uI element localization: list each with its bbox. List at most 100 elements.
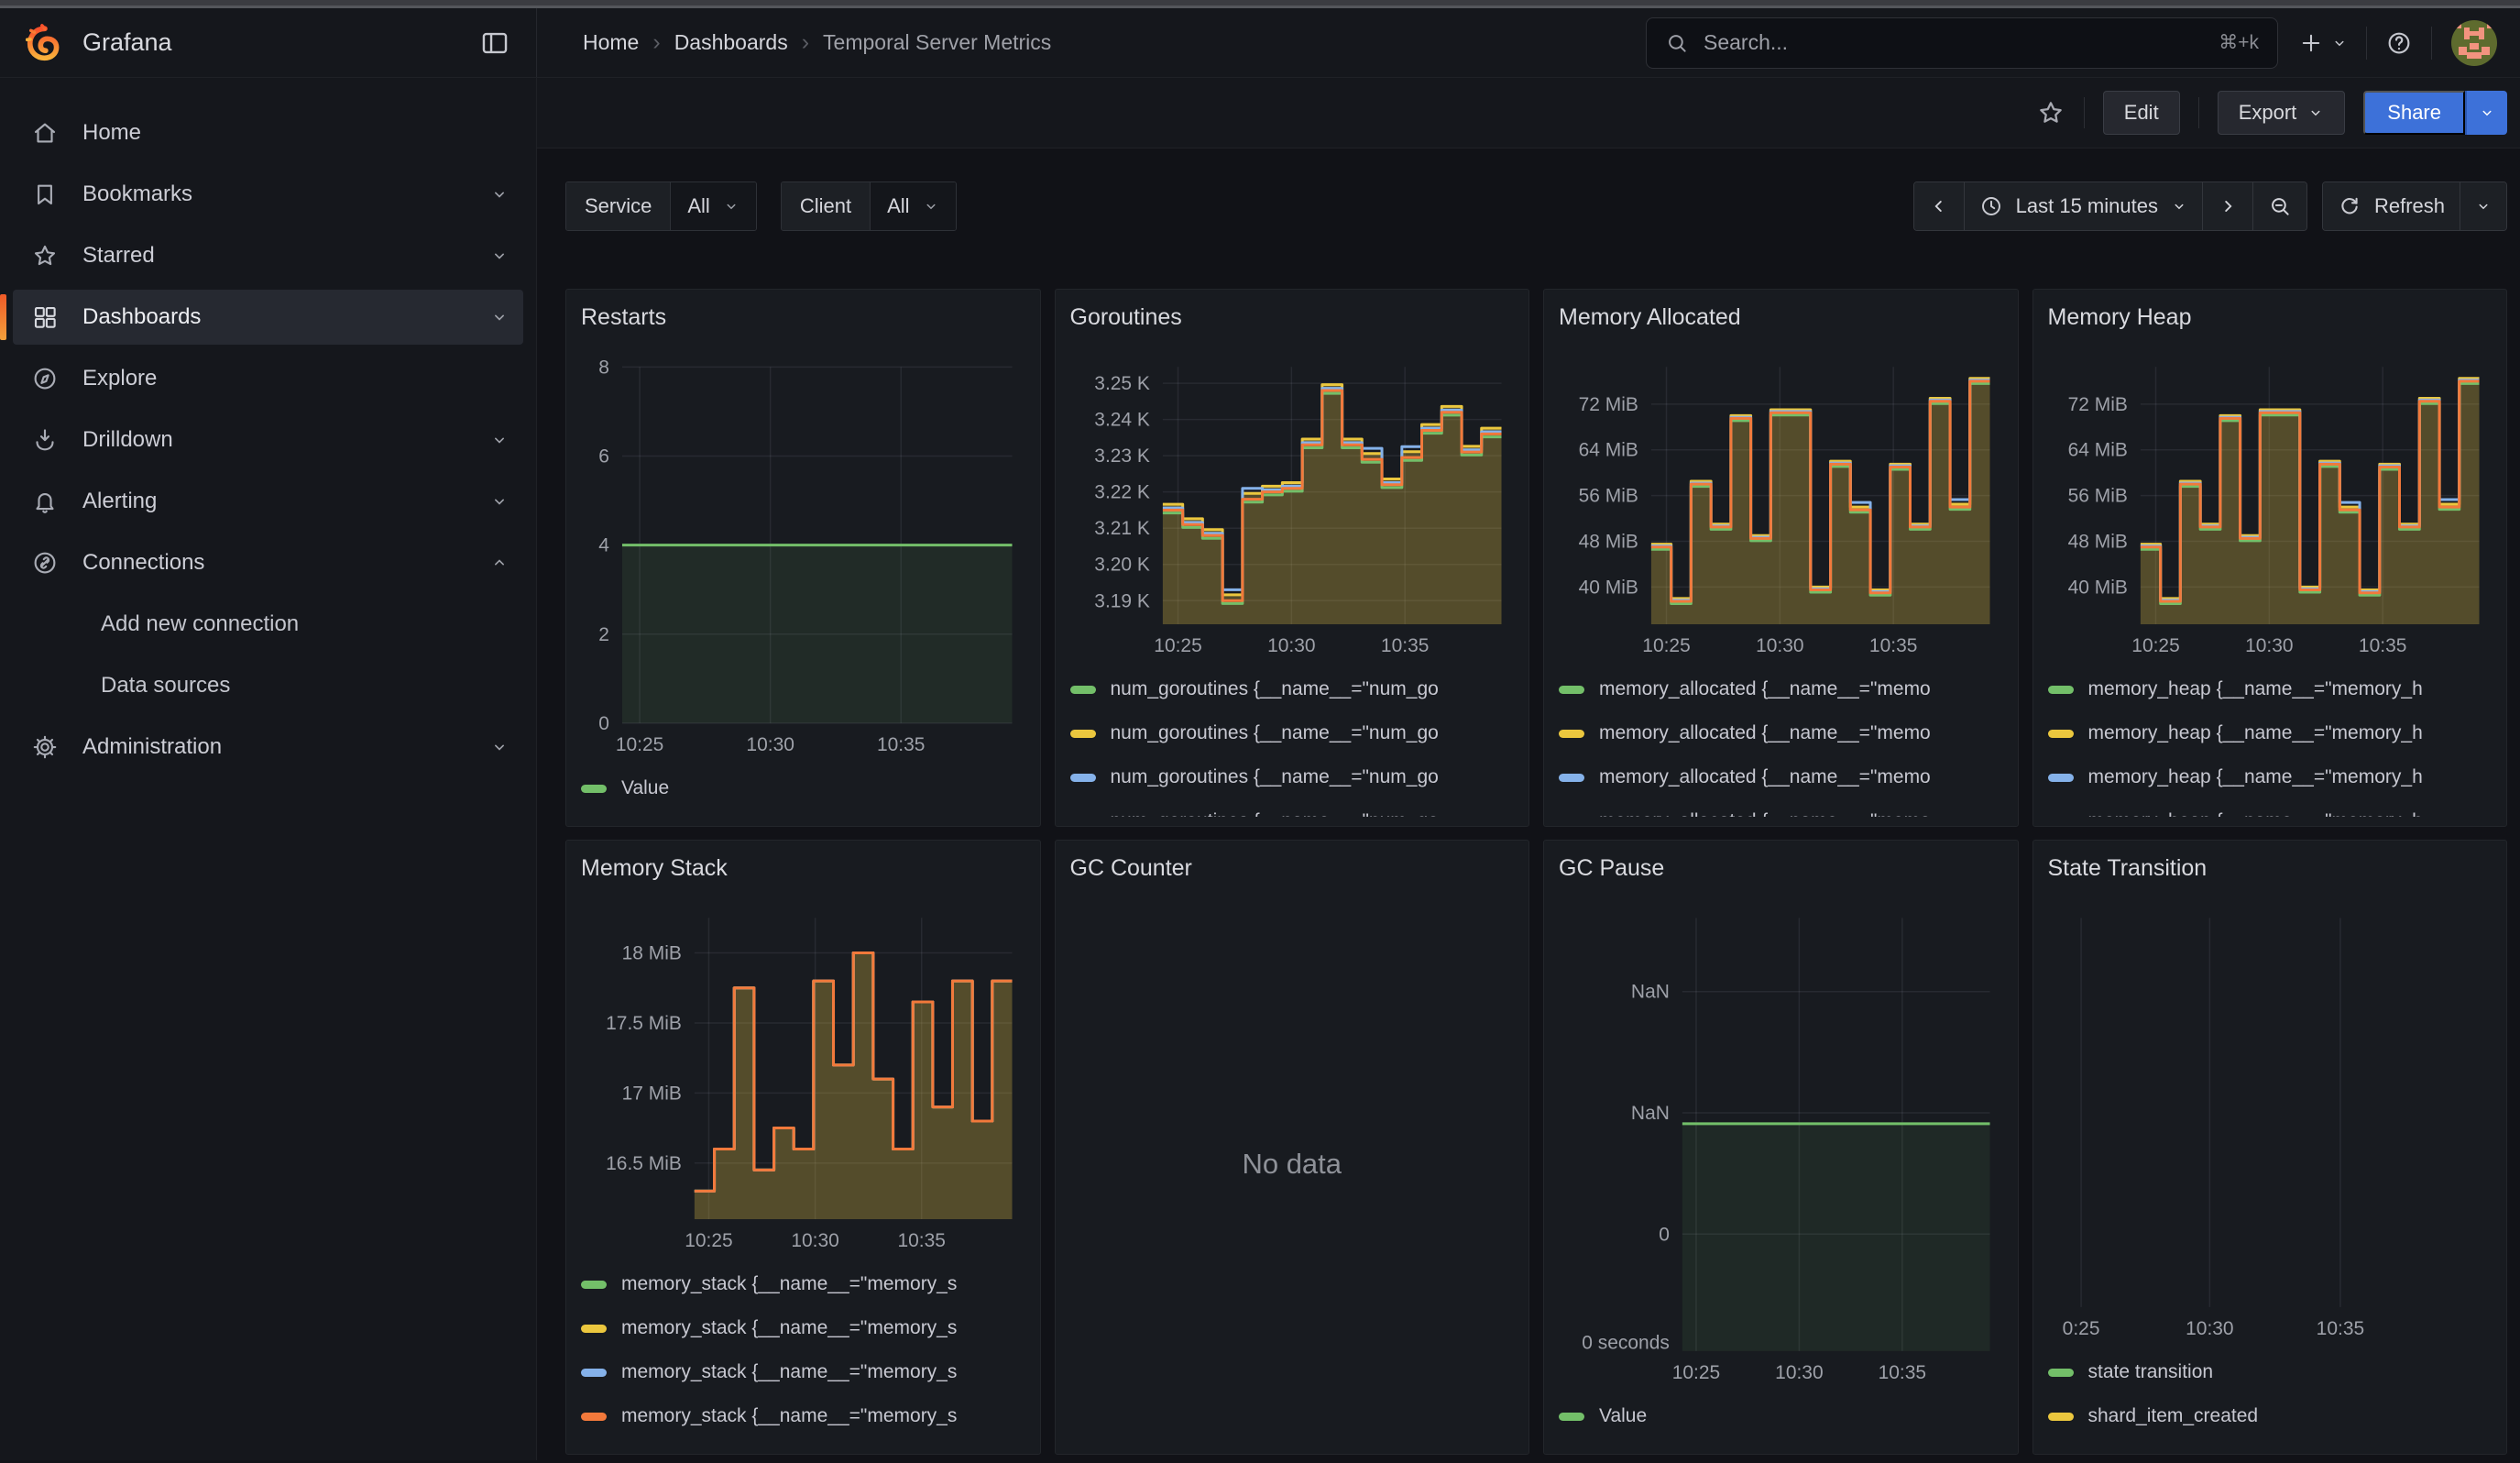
chevron-down-icon[interactable]: [490, 247, 509, 265]
link-icon: [31, 549, 59, 577]
sidebar: Home Bookmarks Starred Dashboards Explore Dri…: [0, 78, 537, 1460]
panel-legend: Value: [1559, 1388, 2003, 1445]
panel-chart[interactable]: 10:25 10:30 10:35 NaN NaN 0 0 seconds: [1559, 885, 2003, 1388]
legend-item: memory_heap {__name__="memory_h: [2047, 674, 2493, 705]
legend-item: num_goroutines {__name__="num_go: [1070, 806, 1515, 817]
series-label[interactable]: memory_allocated {__name__="memo: [1599, 810, 1931, 817]
chevron-down-icon[interactable]: [490, 738, 509, 756]
svg-text:48 MiB: 48 MiB: [2067, 531, 2127, 552]
panel-memory-allocated: Memory Allocated 10:25 10:30 10:35 72 MiB 64 …: [1543, 289, 2019, 827]
chevron-up-icon[interactable]: [490, 554, 509, 572]
sidebar-item-add-new-connection[interactable]: Add new connection: [13, 597, 523, 652]
sidebar-item-label: Home: [82, 120, 142, 145]
zoom-out-button[interactable]: [2252, 182, 2306, 230]
service-filter: Service All: [565, 182, 757, 231]
panel-chart[interactable]: 10:25 10:30 10:35 18 MiB 17.5 MiB 17 MiB 16.5 …: [581, 885, 1025, 1256]
series-label[interactable]: num_goroutines {__name__="num_go: [1110, 678, 1439, 699]
panel-chart[interactable]: 10:25 10:30 10:35 72 MiB 64 MiB 56 MiB 48 MiB 4…: [1559, 334, 2003, 661]
panel-title[interactable]: Memory Heap: [2047, 304, 2192, 330]
svg-text:40 MiB: 40 MiB: [2067, 577, 2127, 598]
series-label[interactable]: memory_stack {__name__="memory_s: [621, 1405, 958, 1426]
service-filter-selected: All: [687, 194, 710, 217]
panel-title[interactable]: Goroutines: [1069, 304, 1182, 330]
panel-chart[interactable]: 10:25 10:30 10:35 3.25 K 3.24 K 3.23 K 3.22 K 3…: [1070, 334, 1515, 661]
sidebar-item-bookmarks[interactable]: Bookmarks: [13, 167, 523, 222]
sidebar-item-label: Starred: [82, 243, 155, 268]
sidebar-item-connections[interactable]: Connections: [13, 535, 523, 590]
legend-item: memory_allocated {__name__="memo: [1559, 762, 2003, 793]
client-filter-value[interactable]: All: [871, 182, 956, 230]
new-button[interactable]: [2298, 30, 2348, 56]
panel-legend: num_goroutines {__name__="num_go num_goro…: [1069, 661, 1515, 817]
series-label[interactable]: memory_heap {__name__="memory_h: [2087, 722, 2423, 743]
sidebar-item-label: Alerting: [82, 489, 158, 513]
edit-button[interactable]: Edit: [2102, 91, 2180, 135]
chart-svg: 10:25 10:30 10:35 72 MiB 64 MiB 56 MiB 48 MiB 4…: [1579, 367, 1990, 656]
breadcrumb-dashboards[interactable]: Dashboards: [674, 30, 788, 54]
time-shift-forward-button[interactable]: [2202, 182, 2253, 230]
service-filter-value[interactable]: All: [671, 182, 756, 230]
series-label[interactable]: memory_allocated {__name__="memo: [1599, 678, 1931, 699]
svg-text:10:30: 10:30: [1775, 1362, 1823, 1383]
legend-item: Value: [1559, 1401, 2003, 1432]
breadcrumb-home[interactable]: Home: [583, 30, 640, 54]
panel-chart[interactable]: 0:25 10:30 10:35: [2048, 885, 2493, 1344]
sidebar-item-administration[interactable]: Administration: [13, 720, 523, 775]
time-range-picker[interactable]: Last 15 minutes: [1964, 182, 2203, 230]
panel-chart[interactable]: 10:25 10:30 10:35 72 MiB 64 MiB 56 MiB 48 MiB 4…: [2048, 334, 2493, 661]
no-data-message: No data: [1242, 1148, 1342, 1181]
chevron-down-icon[interactable]: [490, 492, 509, 511]
series-label[interactable]: memory_allocated {__name__="memo: [1599, 766, 1931, 787]
svg-text:8: 8: [598, 357, 609, 378]
sidebar-item-home[interactable]: Home: [13, 105, 523, 160]
share-dropdown-button[interactable]: [2465, 91, 2507, 135]
series-label[interactable]: memory_stack {__name__="memory_s: [621, 1361, 958, 1382]
sidebar-item-data-sources[interactable]: Data sources: [13, 658, 523, 713]
sidebar-toggle-icon[interactable]: [479, 28, 510, 59]
chevron-down-icon[interactable]: [490, 185, 509, 204]
panel-title[interactable]: GC Pause: [1559, 855, 1665, 881]
series-label[interactable]: state transition: [2087, 1361, 2214, 1382]
panel-title[interactable]: Restarts: [581, 304, 667, 330]
refresh-interval-button[interactable]: [2460, 182, 2506, 230]
svg-text:64 MiB: 64 MiB: [2067, 439, 2127, 460]
refresh-button[interactable]: Refresh: [2322, 182, 2460, 230]
favorite-star-icon[interactable]: [2036, 98, 2065, 127]
series-label[interactable]: num_goroutines {__name__="num_go: [1110, 766, 1439, 787]
series-label[interactable]: Value: [1599, 1405, 1648, 1426]
brand-title: Grafana: [82, 28, 172, 56]
help-icon[interactable]: [2385, 29, 2413, 57]
time-shift-back-button[interactable]: [1913, 182, 1965, 230]
svg-text:10:35: 10:35: [2316, 1318, 2363, 1339]
chevron-down-icon[interactable]: [490, 308, 509, 326]
series-label[interactable]: num_goroutines {__name__="num_go: [1110, 722, 1439, 743]
avatar[interactable]: [2450, 19, 2498, 67]
sidebar-item-label: Add new connection: [101, 611, 300, 636]
chevron-down-icon[interactable]: [490, 431, 509, 449]
search-input[interactable]: Search... ⌘+k: [1646, 16, 2278, 69]
sidebar-item-drilldown[interactable]: Drilldown: [13, 412, 523, 468]
panel-chart[interactable]: 10:25 10:30 10:35 8 6 4 2 0: [581, 334, 1025, 760]
panel-title[interactable]: GC Counter: [1069, 855, 1192, 881]
series-label[interactable]: memory_heap {__name__="memory_h: [2088, 810, 2423, 817]
sidebar-item-starred[interactable]: Starred: [13, 228, 523, 283]
series-label[interactable]: shard_item_created: [2087, 1405, 2259, 1426]
panel-title[interactable]: State Transition: [2047, 855, 2208, 881]
sidebar-item-alerting[interactable]: Alerting: [13, 474, 523, 529]
export-button[interactable]: Export: [2217, 91, 2346, 135]
panel-title[interactable]: Memory Allocated: [1559, 304, 1741, 330]
sidebar-item-dashboards[interactable]: Dashboards: [0, 290, 523, 345]
series-label[interactable]: Value: [621, 777, 670, 798]
series-label[interactable]: memory_stack {__name__="memory_s: [621, 1273, 958, 1294]
series-label[interactable]: memory_heap {__name__="memory_h: [2087, 678, 2423, 699]
share-button[interactable]: Share: [2363, 91, 2465, 135]
series-label[interactable]: memory_stack {__name__="memory_s: [621, 1317, 958, 1338]
series-label[interactable]: num_goroutines {__name__="num_go: [1111, 810, 1439, 817]
sidebar-item-explore[interactable]: Explore: [13, 351, 523, 406]
sidebar-item-label: Administration: [82, 734, 223, 759]
series-label[interactable]: memory_allocated {__name__="memo: [1599, 722, 1931, 743]
series-label[interactable]: memory_heap {__name__="memory_h: [2087, 766, 2423, 787]
grafana-logo[interactable]: [26, 23, 64, 62]
panel-chart[interactable]: No data: [1070, 885, 1515, 1445]
panel-title[interactable]: Memory Stack: [581, 855, 728, 881]
